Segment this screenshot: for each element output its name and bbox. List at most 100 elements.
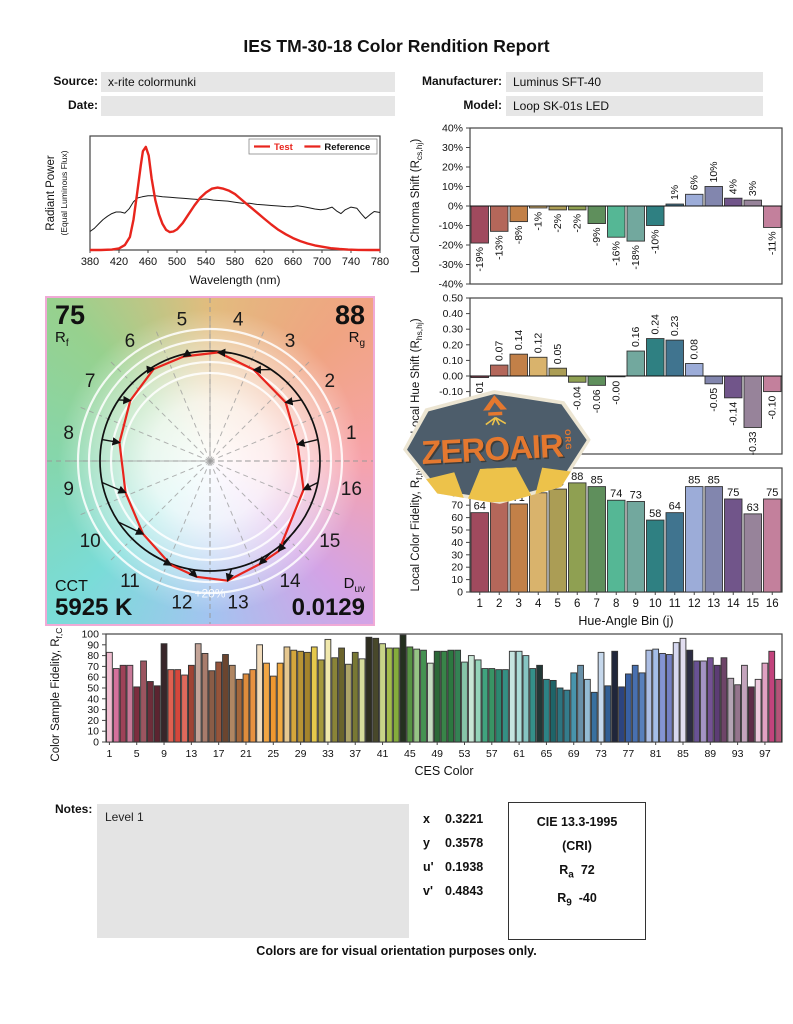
svg-text:Test: Test: [274, 142, 294, 153]
source-value: x-rite colormunki: [101, 72, 395, 92]
svg-text:740: 740: [342, 256, 360, 268]
svg-text:45: 45: [404, 748, 416, 760]
svg-text:64: 64: [474, 501, 486, 513]
svg-text:0.23: 0.23: [669, 316, 681, 337]
svg-text:58: 58: [649, 508, 661, 520]
svg-text:10%: 10%: [442, 181, 463, 193]
svg-text:0: 0: [93, 737, 99, 749]
cct-stat: CCT 5925 K: [55, 578, 133, 621]
svg-text:0: 0: [457, 587, 463, 599]
svg-text:-1%: -1%: [532, 212, 544, 231]
svg-text:77: 77: [623, 748, 635, 760]
svg-text:-2%: -2%: [552, 214, 564, 233]
svg-text:9: 9: [63, 479, 74, 500]
svg-text:70: 70: [87, 661, 99, 673]
svg-text:0.08: 0.08: [688, 339, 700, 360]
svg-text:97: 97: [759, 748, 771, 760]
svg-text:11: 11: [669, 598, 681, 610]
model-label: Model:: [463, 98, 502, 112]
svg-text:CES Color: CES Color: [414, 764, 473, 778]
svg-text:60: 60: [451, 512, 463, 524]
svg-text:0.40: 0.40: [443, 308, 464, 320]
svg-text:40: 40: [451, 537, 463, 549]
svg-text:10: 10: [649, 598, 662, 610]
svg-text:15: 15: [746, 598, 759, 610]
svg-text:73: 73: [595, 748, 607, 760]
svg-text:10%: 10%: [708, 161, 720, 182]
watermark-org-text: ORG: [562, 428, 574, 451]
svg-text:3: 3: [285, 331, 296, 352]
svg-text:29: 29: [295, 748, 307, 760]
svg-text:-0.00: -0.00: [610, 381, 622, 405]
cie-subtitle: (CRI): [562, 839, 592, 853]
svg-text:12: 12: [688, 598, 701, 610]
cct-value: 5925 K: [55, 593, 133, 621]
svg-text:5: 5: [177, 310, 188, 331]
svg-text:0.12: 0.12: [532, 333, 544, 354]
svg-text:20%: 20%: [442, 162, 463, 174]
svg-text:3: 3: [516, 598, 522, 610]
svg-text:Wavelength (nm): Wavelength (nm): [190, 273, 281, 287]
svg-text:-18%: -18%: [630, 245, 642, 270]
svg-text:37: 37: [349, 748, 361, 760]
svg-text:21: 21: [240, 748, 252, 760]
svg-text:0%: 0%: [448, 201, 463, 213]
svg-text:10: 10: [87, 726, 99, 738]
manufacturer-value: Luminus SFT-40: [506, 72, 763, 92]
svg-text:30: 30: [451, 549, 463, 561]
manufacturer-label: Manufacturer:: [421, 74, 502, 88]
svg-text:33: 33: [322, 748, 334, 760]
svg-text:1: 1: [346, 423, 357, 444]
svg-text:5: 5: [555, 598, 561, 610]
notes-box: Level 1: [97, 804, 409, 938]
watermark-text: ZEROAIR: [420, 426, 564, 471]
svg-text:30: 30: [87, 704, 99, 716]
svg-text:50: 50: [87, 683, 99, 695]
svg-text:8: 8: [613, 598, 619, 610]
svg-text:+20%: +20%: [194, 587, 225, 601]
svg-text:0.00: 0.00: [443, 371, 464, 383]
svg-text:4: 4: [535, 598, 542, 610]
svg-text:6: 6: [574, 598, 580, 610]
svg-text:80: 80: [87, 650, 99, 662]
svg-text:380: 380: [81, 256, 99, 268]
svg-text:75: 75: [727, 487, 739, 499]
svg-text:13: 13: [228, 592, 249, 613]
svg-text:-19%: -19%: [474, 247, 486, 272]
svg-text:7: 7: [594, 598, 600, 610]
svg-text:Radiant Power: Radiant Power: [45, 155, 57, 231]
svg-text:-40%: -40%: [438, 279, 463, 291]
svg-text:-16%: -16%: [610, 241, 622, 266]
rf-value: 75: [55, 300, 86, 330]
svg-text:460: 460: [139, 256, 157, 268]
svg-text:-13%: -13%: [493, 235, 505, 260]
duv-value: 0.0129: [291, 593, 365, 621]
rg-value: 88: [334, 300, 365, 330]
svg-text:7: 7: [85, 371, 96, 392]
svg-text:64: 64: [669, 501, 681, 513]
svg-text:20: 20: [451, 562, 463, 574]
ces-fidelity-chart: 100 90 80 70 60 50 40 30 20 10 0 1 5 9 13 17 21 25 29 33 37 4…: [46, 614, 788, 785]
svg-text:85: 85: [677, 748, 689, 760]
svg-text:0.07: 0.07: [493, 340, 505, 361]
watermark-emblem-icon: [473, 393, 517, 427]
svg-text:-9%: -9%: [591, 228, 603, 247]
date-label: Date:: [67, 98, 98, 112]
svg-text:Reference: Reference: [324, 142, 370, 153]
cie-r9-row: R9 -40: [557, 890, 597, 909]
cct-label: CCT: [55, 578, 88, 596]
svg-text:65: 65: [541, 748, 553, 760]
svg-text:93: 93: [732, 748, 744, 760]
svg-text:16: 16: [766, 598, 779, 610]
svg-text:Color Sample Fidelity, Rf,CESi: Color Sample Fidelity, Rf,CESi: [50, 628, 64, 762]
svg-text:50: 50: [451, 525, 463, 537]
cie-cri-box: CIE 13.3-1995 (CRI) Ra 72 R9 -40: [508, 802, 646, 940]
chromaticity-row: x 0.3221: [423, 812, 484, 826]
svg-text:25: 25: [267, 748, 279, 760]
svg-text:9: 9: [161, 748, 167, 760]
source-label: Source:: [53, 74, 98, 88]
svg-text:85: 85: [591, 475, 603, 487]
svg-text:700: 700: [313, 256, 331, 268]
